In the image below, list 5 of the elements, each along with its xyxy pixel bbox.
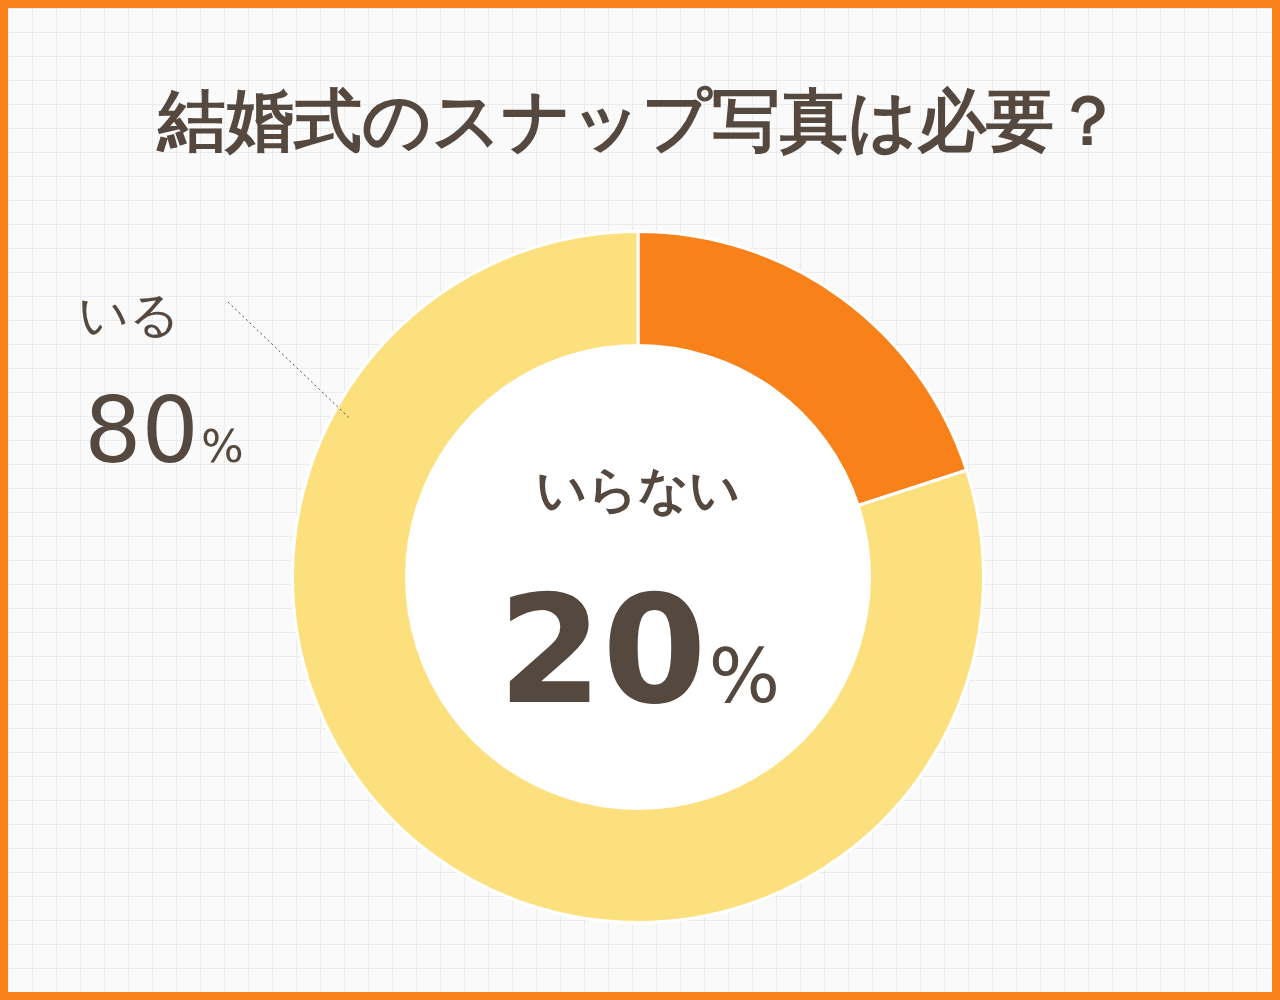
slice-label: いらない: [536, 461, 740, 519]
slice-label: いる: [78, 286, 180, 344]
data-label: 20%: [498, 563, 780, 737]
data-label: 80%: [84, 378, 244, 483]
chart-title: 結婚式のスナップ写真は必要？: [155, 80, 1123, 162]
